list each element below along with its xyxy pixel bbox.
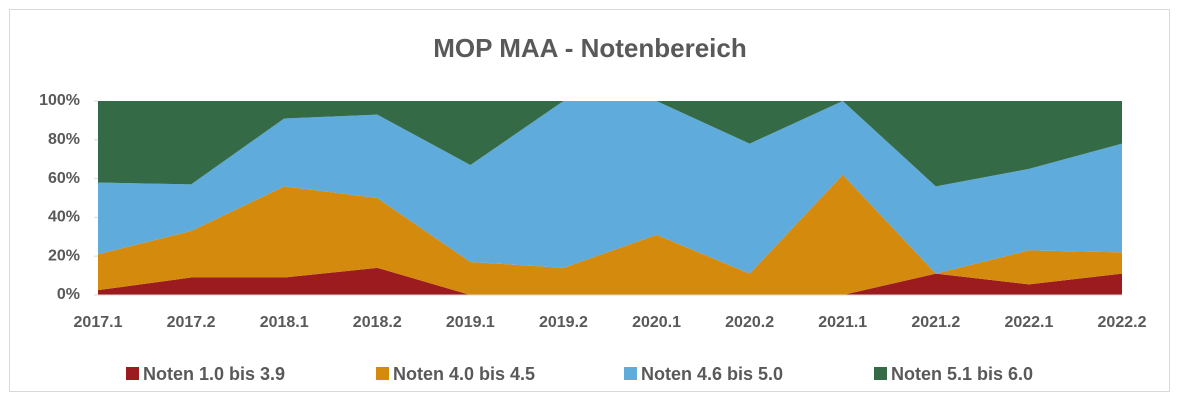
y-tick-label: 60% bbox=[48, 170, 80, 187]
x-tick-label: 2022.1 bbox=[1004, 314, 1053, 331]
legend-swatch bbox=[126, 367, 139, 380]
area bbox=[98, 101, 1122, 187]
y-tick-label: 40% bbox=[48, 209, 80, 226]
y-tick-label: 0% bbox=[57, 286, 80, 303]
legend-swatch bbox=[624, 367, 637, 380]
y-tick-label: 100% bbox=[39, 92, 80, 109]
x-tick-label: 2022.2 bbox=[1098, 314, 1147, 331]
area bbox=[98, 267, 1122, 295]
legend-label: Noten 4.6 bis 5.0 bbox=[641, 364, 783, 384]
legend-swatch bbox=[874, 367, 887, 380]
x-tick-label: 2021.1 bbox=[818, 314, 867, 331]
legend-label: Noten 1.0 bis 3.9 bbox=[143, 364, 285, 384]
x-tick-label: 2018.2 bbox=[353, 314, 402, 331]
legend-label: Noten 4.0 bis 4.5 bbox=[393, 364, 535, 384]
area bbox=[98, 101, 1122, 274]
y-tick-label: 80% bbox=[48, 131, 80, 148]
x-tick-label: 2019.2 bbox=[539, 314, 588, 331]
legend-swatch bbox=[376, 367, 389, 380]
x-tick-label: 2020.1 bbox=[632, 314, 681, 331]
x-tick-label: 2019.1 bbox=[446, 314, 495, 331]
chart-title: MOP MAA - Notenbereich bbox=[433, 33, 746, 63]
y-tick-label: 20% bbox=[48, 247, 80, 264]
x-tick-label: 2021.2 bbox=[911, 314, 960, 331]
area bbox=[98, 174, 1122, 295]
x-tick-label: 2017.1 bbox=[74, 314, 123, 331]
x-tick-label: 2017.2 bbox=[167, 314, 216, 331]
legend-label: Noten 5.1 bis 6.0 bbox=[891, 364, 1033, 384]
x-tick-label: 2020.2 bbox=[725, 314, 774, 331]
x-tick-label: 2018.1 bbox=[260, 314, 309, 331]
